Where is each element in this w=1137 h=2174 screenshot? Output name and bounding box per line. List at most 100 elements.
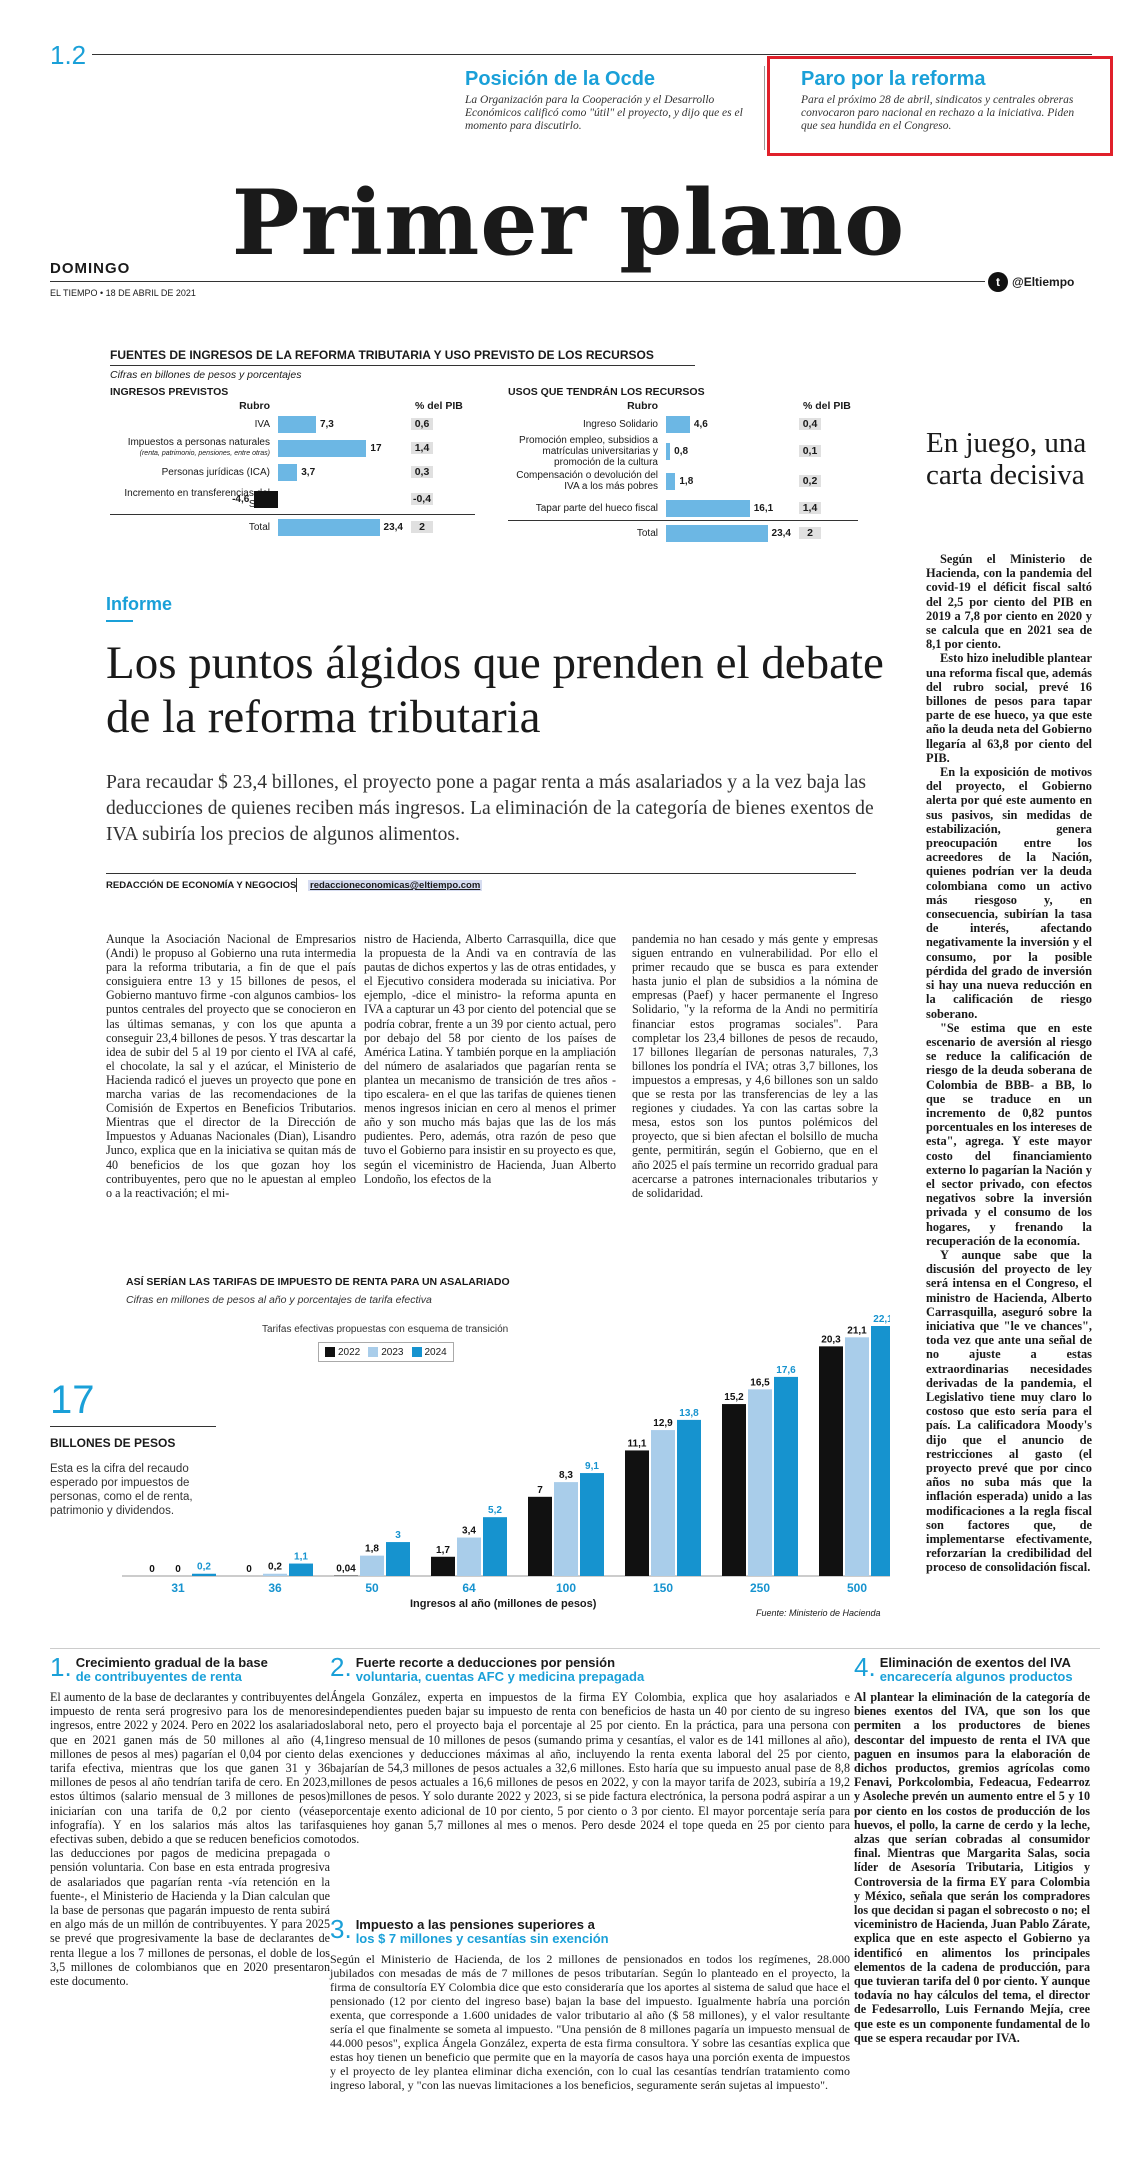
chart-bar — [554, 1482, 578, 1576]
chart-tick-label: 31 — [171, 1581, 185, 1595]
income-left-row-label: IVA — [254, 418, 270, 430]
income-right-value-label: 23,4 — [771, 527, 791, 539]
section-1-body: El aumento de la base de declarantes y c… — [50, 1690, 330, 1989]
twitter-handle[interactable]: t @Eltiempo — [988, 272, 1074, 292]
chart-legend: 2022 2023 2024 — [318, 1342, 454, 1362]
promo-paro-text: Para el próximo 28 de abril, sindicatos … — [801, 94, 1075, 132]
income-left-row-label: Personas jurídicas (ICA) — [161, 466, 270, 478]
legend-item: 2022 — [325, 1347, 360, 1358]
income-left-value-label: 7,3 — [319, 418, 334, 430]
section-3: 3. Impuesto a las pensiones superiores a… — [330, 1914, 850, 2092]
income-left-table-row: Incremento en transferencias del SGP-4,6… — [110, 484, 475, 514]
promo-ocde[interactable]: Posición de la Ocde La Organización para… — [465, 68, 755, 133]
chart-source: Fuente: Ministerio de Hacienda — [756, 1608, 881, 1618]
twitter-icon: t — [988, 272, 1008, 292]
sidebar-paragraph: En la exposición de motivos del proyecto… — [926, 765, 1092, 1021]
promo-paro-title[interactable]: Paro por la reforma — [801, 68, 986, 90]
chart-data-label: 20,3 — [821, 1334, 841, 1345]
income-left-value-bar — [278, 463, 298, 481]
tax-rate-chart: 0 0 0,2 31 0 0,2 1,1 36 0,04 1,8 3 50 1,7 3,4 5,2 64 7 8,… — [122, 1314, 890, 1595]
income-left-pib-cell: 2 — [411, 521, 433, 533]
chart-data-label: 22,1 — [873, 1314, 890, 1325]
chart-tick-label: 36 — [268, 1581, 282, 1595]
income-right-pib-cell: 0,1 — [799, 445, 821, 457]
income-left-pib-cell: 0,3 — [411, 466, 433, 478]
legend-label: 2023 — [381, 1346, 404, 1358]
legend-swatch — [325, 1347, 335, 1357]
chart-data-label: 0,2 — [197, 1562, 211, 1573]
chart-data-label: 7 — [537, 1485, 543, 1496]
section-1-number: 1. — [50, 1652, 72, 1682]
income-right-row-label: Tapar parte del hueco fiscal — [535, 502, 658, 514]
chart-subtitle: Cifras en millones de pesos al año y por… — [126, 1294, 432, 1306]
day-label: DOMINGO — [50, 260, 131, 277]
chart-title: ASÍ SERÍAN LAS TARIFAS DE IMPUESTO DE RE… — [126, 1276, 510, 1288]
byline-email-link[interactable]: redaccioneconomicas@eltiempo.com — [308, 880, 483, 891]
section-2-number: 2. — [330, 1652, 352, 1682]
income-table-rule — [110, 365, 695, 366]
chart-bar — [289, 1563, 313, 1576]
chart-tick-label: 250 — [750, 1581, 770, 1595]
article-byline: REDACCIÓN DE ECONOMÍA Y NEGOCIOS — [106, 880, 297, 891]
section-2: 2. Fuerte recorte a deducciones por pens… — [330, 1652, 850, 1846]
chart-tick-label: 100 — [556, 1581, 576, 1595]
income-right-value-bar — [666, 499, 750, 517]
section-3-number: 3. — [330, 1914, 352, 1944]
chart-data-label: 9,1 — [585, 1461, 599, 1472]
income-right-value-label: 1,8 — [679, 475, 694, 487]
income-right-value-bar — [666, 415, 690, 433]
chart-data-label: 15,2 — [724, 1392, 744, 1403]
chart-bar — [845, 1337, 869, 1576]
chart-data-label: 16,5 — [750, 1377, 770, 1388]
income-left-value-bar — [278, 439, 367, 457]
chart-data-label: 0 — [246, 1564, 252, 1575]
chart-data-label: 0,04 — [336, 1564, 356, 1575]
chart-bar — [651, 1430, 675, 1576]
income-left-row-sublabel: (renta, patrimonio, pensiones, entre otr… — [139, 450, 270, 457]
income-right-row-label: Ingreso Solidario — [582, 418, 658, 430]
section-3-subtitle: los $ 7 millones y cesantías sin exenció… — [355, 1931, 609, 1946]
header-rule — [50, 281, 985, 282]
income-right-table-row: Tapar parte del hueco fiscal 16,1 1,4 — [508, 496, 858, 520]
twitter-handle-text[interactable]: @Eltiempo — [1012, 275, 1075, 289]
chart-data-label: 1,7 — [436, 1545, 450, 1556]
chart-data-label: 0 — [149, 1564, 155, 1575]
chart-bar — [431, 1556, 455, 1576]
bigstat-text: Esta es la cifra del recaudo esperado po… — [50, 1463, 193, 1517]
income-table-subtitle: Cifras en billones de pesos y porcentaje… — [110, 369, 302, 381]
sections-rule — [50, 1648, 1100, 1649]
legend-label: 2024 — [424, 1346, 447, 1358]
sidebar-title: En juego, una carta decisiva — [926, 427, 1087, 491]
legend-swatch — [368, 1347, 379, 1357]
sidebar-body: Según el Ministerio de Hacienda, con la … — [926, 552, 1092, 1575]
section-2-subtitle: voluntaria, cuentas AFC y medicina prepa… — [355, 1669, 645, 1684]
chart-data-label: 21,1 — [847, 1325, 867, 1336]
article-column-3: pandemia no han cesado y más gente y emp… — [632, 932, 878, 1200]
chart-data-label: 3 — [395, 1530, 401, 1541]
chart-data-label: 17,6 — [776, 1365, 796, 1376]
chart-bar — [722, 1404, 746, 1576]
section-4-body: Al plantear la eliminación de la categor… — [854, 1690, 1090, 2045]
chart-data-label: 3,4 — [462, 1526, 476, 1537]
income-left-table-row: Personas jurídicas (ICA) 3,7 0,3 — [110, 460, 475, 484]
income-left-header: INGRESOS PREVISTOS — [110, 386, 229, 398]
income-left-table: INGRESOS PREVISTOS Rubro % del PIB IVA 7,… — [110, 386, 475, 539]
income-right-value-label: 16,1 — [753, 502, 774, 514]
sidebar-paragraph: Y aunque sabe que la discusión del proye… — [926, 1247, 1092, 1575]
page-number: 1.2 — [50, 40, 87, 70]
section-4-number: 4. — [854, 1652, 876, 1682]
section-1: 1. Crecimiento gradual de la base de con… — [50, 1652, 330, 1988]
chart-bar — [528, 1496, 552, 1576]
deck-rule — [106, 873, 856, 874]
sidebar-paragraph: Según el Ministerio de Hacienda, con la … — [926, 552, 1092, 652]
income-right-header: USOS QUE TENDRÁN LOS RECURSOS — [508, 386, 705, 398]
chart-xlabel: Ingresos al año (millones de pesos) — [410, 1598, 597, 1610]
promo-paro[interactable]: Paro por la reforma Para el próximo 28 d… — [801, 68, 1086, 133]
chart-data-label: 13,8 — [679, 1408, 699, 1419]
chart-bar — [457, 1537, 481, 1576]
promo-ocde-title[interactable]: Posición de la Ocde — [465, 68, 656, 90]
income-right-value-label: 4,6 — [693, 418, 708, 430]
income-left-value-label: 17 — [370, 442, 382, 454]
section-3-title: Impuesto a las pensiones superiores a — [355, 1917, 595, 1932]
chart-bar — [748, 1389, 772, 1576]
